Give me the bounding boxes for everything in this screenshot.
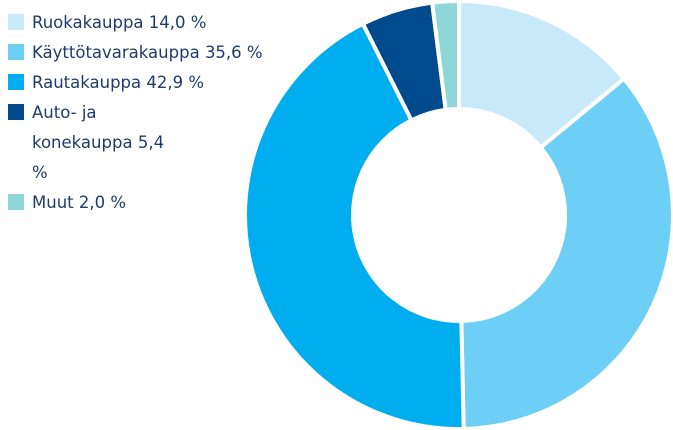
legend-value: 5,4 % [32,133,165,182]
legend-label: Ruokakauppa [32,13,144,32]
slice [429,0,461,113]
slice [459,75,673,430]
legend-value: 2,0 % [78,193,127,212]
legend-item: Käyttötavarakauppa 35,6 % [8,38,263,68]
legend-value: 14,0 % [148,13,207,32]
legend-swatch [8,104,24,120]
legend-value: 42,9 % [146,73,205,92]
legend-label: Muut [32,193,74,212]
legend-swatch [8,194,24,210]
legend-swatch [8,14,24,30]
legend-value: 35,6 % [204,43,263,62]
legend-item: Ruokakauppa 14,0 % [8,8,263,38]
legend-item: Muut 2,0 % [8,188,263,218]
legend-text: Ruokakauppa 14,0 % [32,8,206,38]
legend-text: Muut 2,0 % [32,188,126,218]
legend-label: Auto- ja konekauppa [32,103,133,152]
slice [243,21,466,430]
legend-label: Käyttötavarakauppa [32,43,200,62]
legend-text: Käyttötavarakauppa 35,6 % [32,38,263,68]
legend-text: Auto- ja konekauppa 5,4 % [32,98,182,188]
legend-swatch [8,74,24,90]
legend-swatch [8,44,24,60]
legend: Ruokakauppa 14,0 % Käyttötavarakauppa 35,… [8,8,263,218]
legend-item: Rautakauppa 42,9 % [8,68,263,98]
legend-label: Rautakauppa [32,73,142,92]
legend-item: Auto- ja konekauppa 5,4 % [8,98,263,188]
legend-text: Rautakauppa 42,9 % [32,68,204,98]
